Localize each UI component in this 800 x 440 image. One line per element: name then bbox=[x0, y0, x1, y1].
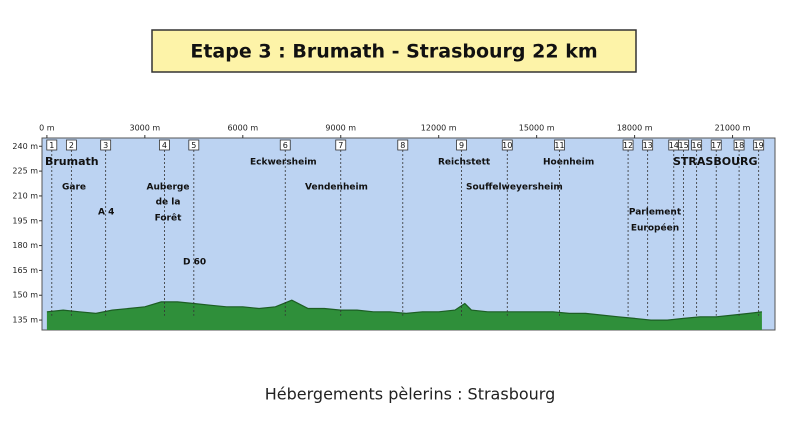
place-label: Reichstett bbox=[438, 158, 491, 168]
place-label: Forêt bbox=[155, 213, 183, 224]
waypoint-box bbox=[397, 139, 409, 151]
waypoint-box bbox=[501, 139, 513, 151]
x-tick-label: 21000 m bbox=[715, 124, 751, 133]
y-tick-label: 240 m bbox=[12, 142, 38, 151]
place-label: Souffelweyersheim bbox=[466, 183, 563, 193]
waypoint-box bbox=[279, 139, 291, 151]
waypoint-number: 12 bbox=[623, 141, 633, 150]
waypoint-box bbox=[159, 139, 170, 151]
waypoint-number: 13 bbox=[643, 141, 653, 150]
waypoint-box bbox=[456, 139, 467, 151]
waypoint-number: 6 bbox=[283, 141, 288, 150]
place-label: Auberge bbox=[147, 183, 190, 193]
place-label: A 4 bbox=[98, 208, 114, 218]
y-tick-label: 225 m bbox=[12, 167, 38, 176]
waypoint-number: 8 bbox=[400, 141, 405, 150]
waypoint-number: 18 bbox=[734, 141, 744, 150]
place-label: STRASBOURG bbox=[673, 155, 758, 168]
x-tick-label: 12000 m bbox=[421, 124, 457, 133]
waypoint-box bbox=[691, 139, 703, 151]
waypoint-number: 7 bbox=[338, 141, 343, 150]
waypoint-number: 1 bbox=[49, 141, 54, 150]
y-tick-label: 135 m bbox=[12, 316, 38, 325]
waypoint-number: 9 bbox=[459, 141, 464, 150]
waypoint-box bbox=[188, 139, 200, 151]
place-label: Brumath bbox=[45, 155, 99, 168]
waypoint-number: 15 bbox=[678, 141, 688, 150]
place-label: Hoenheim bbox=[543, 158, 594, 168]
waypoint-box bbox=[46, 139, 58, 151]
place-label: de la bbox=[156, 198, 181, 208]
plot-area bbox=[41, 137, 776, 331]
place-label: Européen bbox=[631, 223, 679, 234]
elevation-line bbox=[46, 299, 762, 321]
place-label: Gare bbox=[62, 183, 86, 193]
x-tick-label: 3000 m bbox=[129, 124, 160, 133]
waypoint-number: 5 bbox=[191, 141, 196, 150]
x-tick-label: 9000 m bbox=[325, 124, 356, 133]
waypoint-number: 16 bbox=[692, 141, 702, 150]
waypoint-box bbox=[733, 139, 745, 151]
area-fill bbox=[46, 300, 762, 330]
y-tick-label: 150 m bbox=[12, 291, 38, 300]
waypoint-box bbox=[65, 139, 77, 151]
place-label: Vendenheim bbox=[305, 183, 368, 193]
place-label: Eckwersheim bbox=[250, 158, 317, 168]
waypoint-number: 17 bbox=[711, 141, 721, 150]
place-label: D 60 bbox=[183, 258, 206, 268]
waypoint-box bbox=[100, 139, 112, 151]
waypoint-box bbox=[335, 139, 347, 151]
x-tick-label: 15000 m bbox=[519, 124, 555, 133]
waypoint-number: 3 bbox=[103, 141, 108, 150]
waypoint-box bbox=[622, 139, 634, 151]
waypoint-number: 2 bbox=[69, 141, 74, 150]
waypoint-number: 19 bbox=[754, 141, 764, 150]
x-tick-label: 6000 m bbox=[227, 124, 258, 133]
waypoint-number: 10 bbox=[502, 141, 512, 150]
y-tick-label: 165 m bbox=[12, 266, 38, 275]
x-tick-label: 18000 m bbox=[617, 124, 653, 133]
title-box bbox=[151, 29, 637, 73]
waypoint-box bbox=[678, 139, 689, 151]
x-tick-label: 0 m bbox=[39, 124, 55, 133]
waypoint-box bbox=[710, 139, 722, 151]
waypoint-box bbox=[642, 139, 654, 151]
chart-title: Etape 3 : Brumath - Strasbourg 22 km bbox=[190, 41, 597, 63]
footer-note: Hébergements pèlerins : Strasbourg bbox=[265, 385, 555, 404]
waypoint-number: 4 bbox=[162, 141, 167, 150]
place-label: Parlement bbox=[629, 208, 682, 218]
y-tick-label: 195 m bbox=[12, 216, 38, 225]
waypoint-number: 14 bbox=[669, 141, 679, 150]
y-tick-label: 180 m bbox=[12, 241, 38, 250]
waypoint-box bbox=[554, 139, 565, 151]
waypoint-number: 11 bbox=[554, 141, 564, 150]
y-tick-label: 210 m bbox=[12, 191, 38, 200]
waypoint-box bbox=[753, 139, 765, 151]
